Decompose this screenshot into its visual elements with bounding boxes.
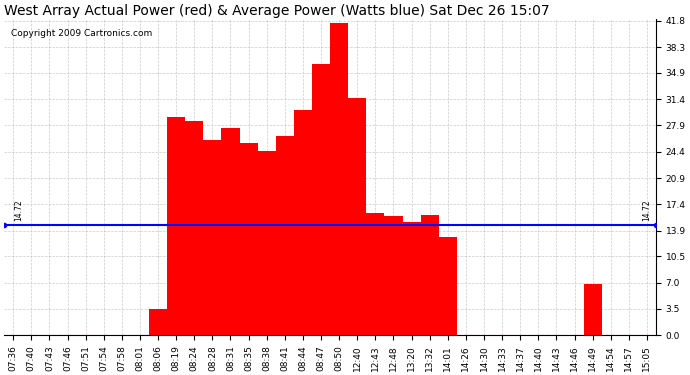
Bar [312, 64, 330, 335]
Bar [239, 144, 257, 335]
Bar [366, 213, 384, 335]
Bar [294, 110, 312, 335]
Bar [330, 23, 348, 335]
Bar [185, 121, 204, 335]
Bar [149, 309, 167, 335]
Bar [384, 216, 402, 335]
Bar [221, 128, 239, 335]
Bar [402, 222, 421, 335]
Bar [439, 237, 457, 335]
Text: 14.72: 14.72 [14, 199, 23, 221]
Bar [167, 117, 185, 335]
Bar [348, 98, 366, 335]
Text: 14.72: 14.72 [642, 199, 651, 221]
Bar [204, 140, 221, 335]
Text: Copyright 2009 Cartronics.com: Copyright 2009 Cartronics.com [10, 29, 152, 38]
Bar [584, 284, 602, 335]
Bar [257, 151, 276, 335]
Bar [276, 136, 294, 335]
Text: West Array Actual Power (red) & Average Power (Watts blue) Sat Dec 26 15:07: West Array Actual Power (red) & Average … [4, 4, 550, 18]
Bar [421, 215, 439, 335]
